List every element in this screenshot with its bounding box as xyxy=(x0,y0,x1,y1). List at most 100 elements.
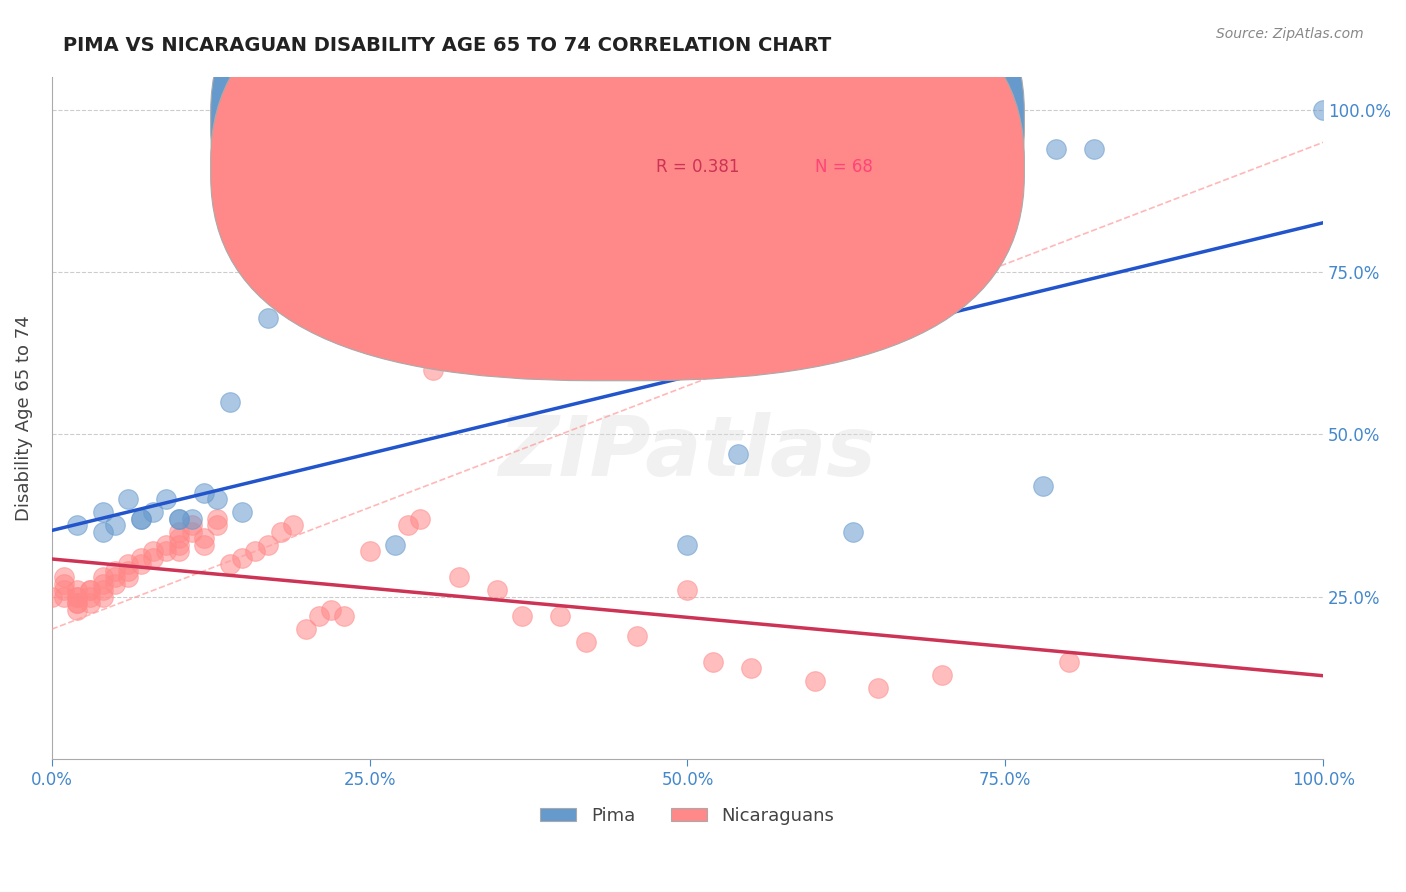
Text: N = 28: N = 28 xyxy=(814,111,873,128)
FancyBboxPatch shape xyxy=(211,0,1025,381)
Point xyxy=(167,531,190,545)
Point xyxy=(1312,103,1334,117)
Point xyxy=(295,298,318,312)
Point xyxy=(66,590,89,604)
Point xyxy=(841,524,863,539)
Point xyxy=(283,518,305,533)
Point xyxy=(702,655,724,669)
Point xyxy=(308,609,330,624)
Point xyxy=(1083,142,1105,156)
Point xyxy=(575,635,598,649)
Point xyxy=(91,524,114,539)
Point xyxy=(752,310,775,325)
Point xyxy=(231,550,253,565)
Point xyxy=(422,362,444,376)
Point xyxy=(295,622,318,636)
Point xyxy=(66,518,89,533)
Text: Source: ZipAtlas.com: Source: ZipAtlas.com xyxy=(1216,27,1364,41)
Point xyxy=(257,538,280,552)
Point xyxy=(53,583,76,598)
Point xyxy=(117,492,139,507)
Point xyxy=(66,596,89,610)
Point xyxy=(550,609,572,624)
Point xyxy=(321,603,343,617)
Point xyxy=(626,629,648,643)
Point xyxy=(167,512,190,526)
Point xyxy=(66,583,89,598)
Point xyxy=(1032,479,1054,493)
Point xyxy=(155,544,177,558)
Point xyxy=(53,590,76,604)
Point xyxy=(167,512,190,526)
Point xyxy=(931,667,953,681)
Point xyxy=(66,596,89,610)
Point xyxy=(193,486,215,500)
Point xyxy=(676,583,699,598)
Point xyxy=(117,570,139,584)
Text: N = 68: N = 68 xyxy=(814,159,873,177)
Point xyxy=(79,583,101,598)
Point xyxy=(1057,655,1080,669)
Point xyxy=(117,564,139,578)
Point xyxy=(396,518,419,533)
Point xyxy=(485,583,508,598)
Point xyxy=(447,570,470,584)
Point xyxy=(193,538,215,552)
Point xyxy=(205,512,228,526)
Point xyxy=(167,524,190,539)
Point xyxy=(155,492,177,507)
Point xyxy=(231,505,253,519)
FancyBboxPatch shape xyxy=(211,0,1025,333)
Point xyxy=(66,603,89,617)
Point xyxy=(66,590,89,604)
Point xyxy=(91,570,114,584)
Point xyxy=(333,609,356,624)
Point xyxy=(205,492,228,507)
Point xyxy=(676,538,699,552)
Point xyxy=(155,538,177,552)
Point xyxy=(79,583,101,598)
Point xyxy=(384,538,406,552)
Point xyxy=(180,512,202,526)
Point xyxy=(243,544,266,558)
Point xyxy=(257,310,280,325)
Text: PIMA VS NICARAGUAN DISABILITY AGE 65 TO 74 CORRELATION CHART: PIMA VS NICARAGUAN DISABILITY AGE 65 TO … xyxy=(63,36,831,54)
Point xyxy=(53,570,76,584)
Point xyxy=(142,550,165,565)
Point xyxy=(129,550,152,565)
Point xyxy=(868,681,890,695)
Point xyxy=(1045,142,1067,156)
Point xyxy=(91,590,114,604)
Point xyxy=(53,576,76,591)
Point xyxy=(510,609,533,624)
Point xyxy=(117,558,139,572)
Legend: Pima, Nicaraguans: Pima, Nicaraguans xyxy=(533,799,842,831)
Point xyxy=(91,505,114,519)
Text: R = 0.686: R = 0.686 xyxy=(655,111,740,128)
Point xyxy=(205,518,228,533)
Point xyxy=(142,544,165,558)
Point xyxy=(79,596,101,610)
Point xyxy=(167,538,190,552)
Point xyxy=(142,505,165,519)
Point xyxy=(104,564,127,578)
Point xyxy=(740,661,762,675)
Point xyxy=(409,512,432,526)
Text: R = 0.381: R = 0.381 xyxy=(655,159,740,177)
Point xyxy=(91,583,114,598)
Point xyxy=(41,590,63,604)
Point xyxy=(129,558,152,572)
Point xyxy=(91,576,114,591)
Y-axis label: Disability Age 65 to 74: Disability Age 65 to 74 xyxy=(15,316,32,521)
Point xyxy=(359,544,381,558)
Point xyxy=(104,576,127,591)
Point xyxy=(180,518,202,533)
Point xyxy=(104,518,127,533)
Text: ZIPatlas: ZIPatlas xyxy=(499,412,876,492)
Point xyxy=(727,447,749,461)
Point xyxy=(167,544,190,558)
Point xyxy=(79,590,101,604)
Point xyxy=(193,531,215,545)
Point xyxy=(129,512,152,526)
Point xyxy=(270,524,292,539)
